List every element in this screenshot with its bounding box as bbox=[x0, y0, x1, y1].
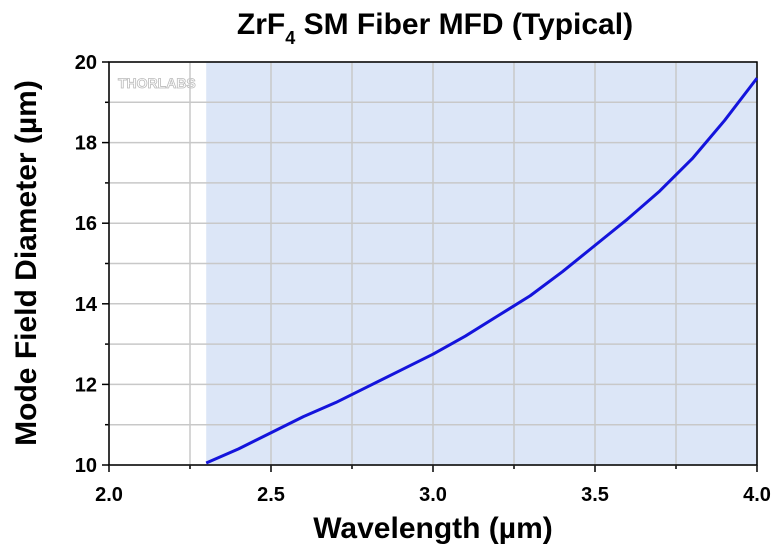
watermark: THORLABS bbox=[118, 75, 196, 91]
title-part: ZrF bbox=[237, 8, 285, 41]
plot-frame bbox=[108, 61, 758, 466]
y-axis-title: Mode Field Diameter (µm) bbox=[10, 80, 43, 446]
x-tick-label: 4.0 bbox=[743, 484, 771, 506]
y-tick-label: 20 bbox=[75, 52, 97, 74]
y-tick-label: 10 bbox=[75, 455, 97, 477]
y-tick-label: 16 bbox=[75, 213, 97, 235]
x-axis-title: Wavelength (µm) bbox=[313, 512, 553, 545]
y-tick-label: 12 bbox=[75, 374, 97, 396]
y-tick-label: 18 bbox=[75, 133, 97, 155]
x-tick-label: 3.0 bbox=[419, 484, 447, 506]
y-tick-label: 14 bbox=[75, 294, 98, 316]
title-subscript: 4 bbox=[285, 28, 295, 48]
chart-title: ZrF4 SM Fiber MFD (Typical) bbox=[237, 8, 633, 48]
title-part: SM Fiber MFD (Typical) bbox=[295, 8, 633, 41]
x-tick-label: 3.5 bbox=[581, 484, 609, 506]
data-line bbox=[205, 77, 759, 465]
x-tick-label: 2.5 bbox=[257, 484, 285, 506]
x-tick-label: 2.0 bbox=[95, 484, 123, 506]
